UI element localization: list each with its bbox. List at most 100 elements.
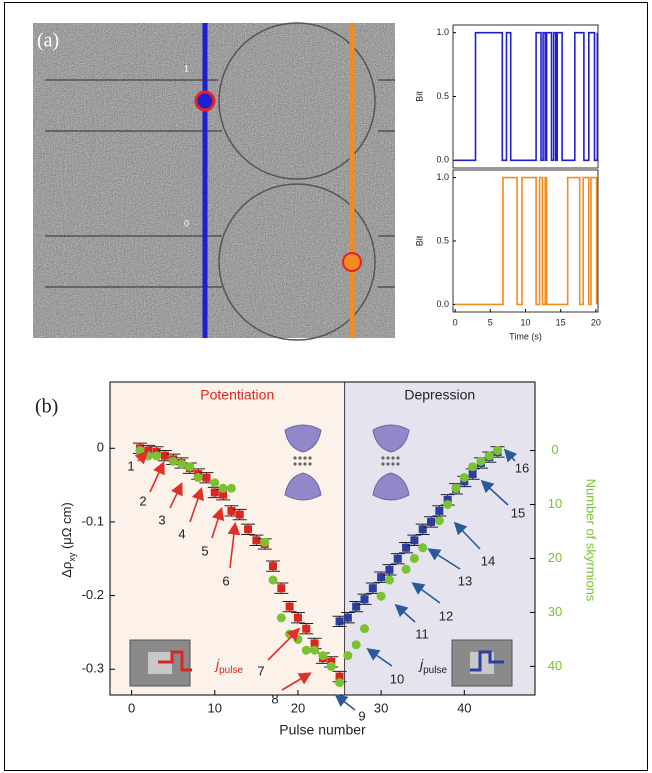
vesicle <box>293 462 297 466</box>
annotation-label: 10 <box>390 671 404 686</box>
data-point <box>410 536 419 545</box>
inset-label-subscript: pulse <box>219 665 243 676</box>
annotation-label: 4 <box>178 526 185 541</box>
region-label: Depression <box>404 387 475 403</box>
vesicle <box>298 462 302 466</box>
data-point <box>310 645 320 655</box>
inset-label: jpulse <box>418 656 447 676</box>
data-point <box>401 564 411 574</box>
data-point <box>493 446 503 456</box>
data-point <box>235 510 244 519</box>
synapse-top <box>372 424 410 453</box>
data-point <box>376 591 386 601</box>
annotation-label: 8 <box>271 691 278 706</box>
region-label: Potentiation <box>200 387 274 403</box>
data-point <box>260 537 270 547</box>
annotation-arrow <box>394 603 416 623</box>
data-point <box>335 672 344 681</box>
y-tick-label: -0.2 <box>82 587 104 602</box>
image-label: 1 <box>184 63 189 73</box>
data-point <box>360 624 370 634</box>
vesicle <box>303 462 307 466</box>
panel-label: (a) <box>37 30 59 52</box>
vesicle <box>391 456 395 460</box>
data-point <box>459 473 469 483</box>
y2-tick-label: 40 <box>548 658 562 673</box>
y2-tick-label: 0 <box>551 442 558 457</box>
y2-tick-label: 10 <box>548 496 562 511</box>
data-point <box>451 483 461 493</box>
vesicle <box>381 456 385 460</box>
vesicle <box>298 456 302 460</box>
vesicle <box>396 462 400 466</box>
data-point <box>218 483 228 493</box>
y-tick-label: 0.0 <box>436 299 449 309</box>
data-point <box>335 678 345 688</box>
data-point <box>434 516 444 526</box>
data-point <box>427 517 436 526</box>
inset-label: jpulse <box>214 656 243 676</box>
data-point <box>177 459 187 469</box>
microscopy-image <box>33 22 395 341</box>
y-tick-label: 0.5 <box>436 91 449 101</box>
y-axis-label-part: Δρ <box>59 562 74 578</box>
data-point <box>335 617 344 626</box>
annotation-arrow <box>227 521 241 569</box>
data-line <box>455 31 599 162</box>
annotation-arrow <box>427 548 461 570</box>
y-axis-label-part: (μΩ cm) <box>59 502 74 552</box>
data-point <box>301 645 311 655</box>
y2-tick-label: 30 <box>548 604 562 619</box>
data-point <box>343 651 353 661</box>
annotation-arrow <box>480 479 509 506</box>
data-point <box>185 462 195 472</box>
data-point <box>468 470 477 479</box>
data-line <box>455 176 598 306</box>
data-point <box>193 473 203 483</box>
vesicle <box>293 456 297 460</box>
inset-label-subscript: pulse <box>423 665 447 676</box>
annotation-label: 16 <box>515 460 529 475</box>
annotation-arrow <box>453 521 481 550</box>
data-point <box>368 584 377 593</box>
data-point <box>276 613 286 623</box>
x-axis-label: Pulse number <box>279 722 366 738</box>
annotation-arrow <box>334 694 356 711</box>
annotation-arrow <box>267 627 301 661</box>
data-point <box>318 651 328 661</box>
data-point <box>219 490 228 499</box>
data-point <box>202 473 211 482</box>
vesicle <box>396 456 400 460</box>
data-point <box>443 500 453 510</box>
data-point <box>210 478 220 488</box>
data-point <box>160 451 169 460</box>
x-tick-label: 0 <box>128 700 135 715</box>
annotation-label: 13 <box>458 573 472 588</box>
annotation-arrow <box>134 450 149 465</box>
data-point <box>402 543 411 552</box>
data-point <box>385 565 394 574</box>
data-point <box>268 575 278 585</box>
vesicle <box>386 456 390 460</box>
x-tick-label: 5 <box>488 317 493 327</box>
annotation-label: 1 <box>127 458 134 473</box>
x-tick-label: 20 <box>291 700 305 715</box>
y-tick-label: -0.3 <box>82 661 104 676</box>
annotation-label: 15 <box>511 505 525 520</box>
y-tick-label: -0.1 <box>82 513 104 528</box>
vesicle <box>386 462 390 466</box>
pulse-shape <box>470 650 504 672</box>
annotation-label: 12 <box>439 608 453 623</box>
x-tick-label: 10 <box>208 700 222 715</box>
annotation-arrow <box>189 486 204 523</box>
synapse-top <box>284 424 322 453</box>
x-tick-label: 30 <box>374 700 388 715</box>
annotation-label: 11 <box>415 626 429 641</box>
data-point <box>351 640 361 650</box>
annotation-arrow <box>366 648 393 667</box>
figure-border <box>4 2 648 771</box>
x-axis-label: Time (s) <box>509 331 542 341</box>
annotation-label: 5 <box>201 543 208 558</box>
data-point <box>277 584 286 593</box>
vesicle <box>381 462 385 466</box>
